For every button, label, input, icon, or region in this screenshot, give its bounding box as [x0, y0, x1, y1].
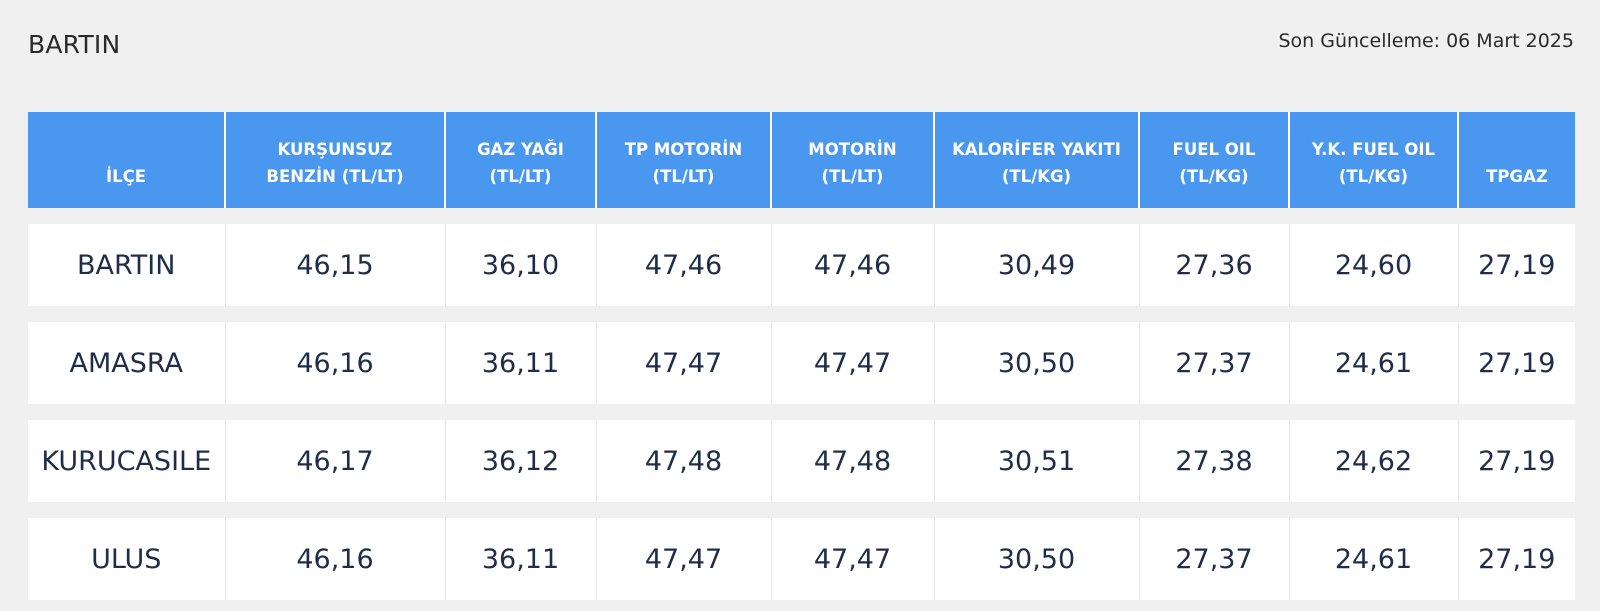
last-update-label: Son Güncelleme: 06 Mart 2025	[1278, 30, 1574, 52]
price-cell: 30,49	[933, 224, 1139, 306]
column-header-hs-fuel-oil: Y.K. FUEL OIL (TL/KG)	[1288, 112, 1458, 208]
column-header-fuel-oil: FUEL OIL (TL/KG)	[1138, 112, 1289, 208]
district-cell: BARTIN	[28, 224, 225, 306]
price-cell: 27,38	[1138, 420, 1289, 502]
table-header: İLÇE KURŞUNSUZ BENZİN (TL/LT) GAZ YAĞI (TL…	[28, 112, 1575, 208]
table-row: KURUCASILE 46,17 36,12 47,48 47,48 30,51…	[28, 420, 1575, 502]
district-cell: KURUCASILE	[28, 420, 225, 502]
price-cell: 27,37	[1138, 518, 1289, 600]
price-cell: 46,15	[224, 224, 445, 306]
price-cell: 47,48	[595, 420, 771, 502]
price-cell: 24,60	[1288, 224, 1458, 306]
price-cell: 47,47	[595, 322, 771, 404]
column-header-kerosene: GAZ YAĞI (TL/LT)	[444, 112, 596, 208]
column-header-tp-diesel: TP MOTORİN (TL/LT)	[595, 112, 771, 208]
price-cell: 47,48	[770, 420, 934, 502]
column-header-tpgaz: TPGAZ	[1457, 112, 1575, 208]
price-cell: 46,16	[224, 322, 445, 404]
fuel-price-table: İLÇE KURŞUNSUZ BENZİN (TL/LT) GAZ YAĞI (TL…	[28, 112, 1575, 600]
table-row: ULUS 46,16 36,11 47,47 47,47 30,50 27,37…	[28, 518, 1575, 600]
price-cell: 27,19	[1457, 420, 1575, 502]
price-cell: 24,62	[1288, 420, 1458, 502]
price-cell: 30,50	[933, 322, 1139, 404]
header-row: İLÇE KURŞUNSUZ BENZİN (TL/LT) GAZ YAĞI (TL…	[28, 112, 1575, 208]
price-cell: 30,51	[933, 420, 1139, 502]
district-cell: ULUS	[28, 518, 225, 600]
price-cell: 47,47	[770, 322, 934, 404]
price-cell: 24,61	[1288, 518, 1458, 600]
price-cell: 47,46	[770, 224, 934, 306]
district-cell: AMASRA	[28, 322, 225, 404]
price-cell: 27,19	[1457, 322, 1575, 404]
price-cell: 47,47	[595, 518, 771, 600]
price-cell: 46,16	[224, 518, 445, 600]
column-header-district: İLÇE	[28, 112, 225, 208]
page-title: BARTIN	[28, 30, 121, 59]
column-header-heating-fuel: KALORİFER YAKITI (TL/KG)	[933, 112, 1139, 208]
price-cell: 46,17	[224, 420, 445, 502]
price-cell: 36,12	[444, 420, 596, 502]
column-header-diesel: MOTORİN (TL/LT)	[770, 112, 934, 208]
price-cell: 36,10	[444, 224, 596, 306]
table-body: BARTIN 46,15 36,10 47,46 47,46 30,49 27,…	[28, 208, 1575, 600]
price-cell: 27,36	[1138, 224, 1289, 306]
price-cell: 47,46	[595, 224, 771, 306]
table-row: AMASRA 46,16 36,11 47,47 47,47 30,50 27,…	[28, 322, 1575, 404]
price-cell: 24,61	[1288, 322, 1458, 404]
price-cell: 30,50	[933, 518, 1139, 600]
price-cell: 36,11	[444, 322, 596, 404]
price-cell: 27,37	[1138, 322, 1289, 404]
table-row: BARTIN 46,15 36,10 47,46 47,46 30,49 27,…	[28, 224, 1575, 306]
price-cell: 36,11	[444, 518, 596, 600]
column-header-unleaded-gasoline: KURŞUNSUZ BENZİN (TL/LT)	[224, 112, 445, 208]
price-cell: 27,19	[1457, 518, 1575, 600]
price-cell: 47,47	[770, 518, 934, 600]
price-cell: 27,19	[1457, 224, 1575, 306]
